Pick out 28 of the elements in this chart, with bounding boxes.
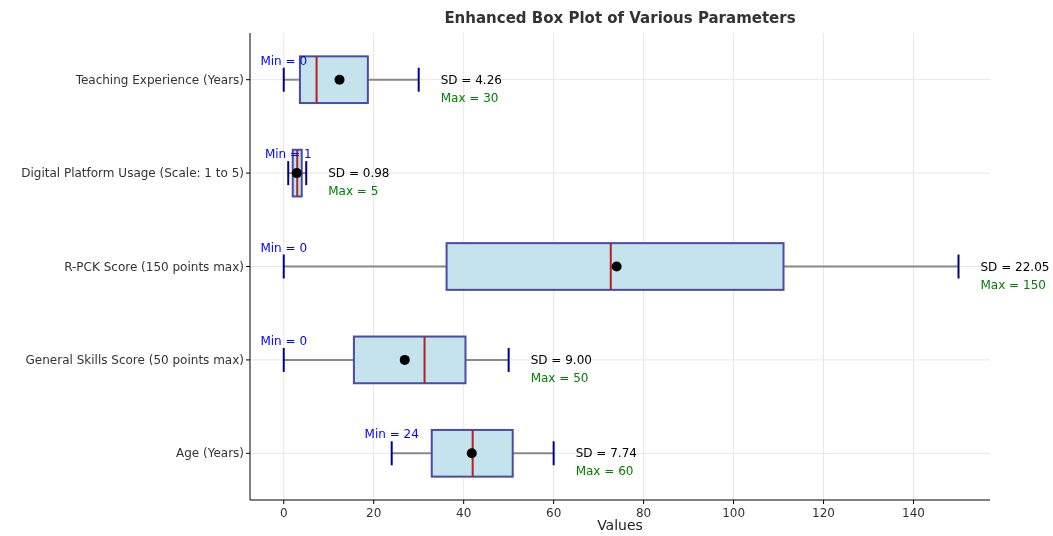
annotation: Min = 0: [260, 240, 308, 255]
x-tick-label: 60: [546, 506, 562, 520]
x-tick-label: 120: [812, 506, 836, 520]
annotation: Max = 50: [530, 370, 589, 385]
annotation: SD = 9.00: [530, 352, 592, 367]
y-tick-label: General Skills Score (50 points max): [25, 352, 244, 367]
x-tick-label: 140: [902, 506, 925, 520]
y-tick-label: R-PCK Score (150 points max): [64, 259, 244, 274]
x-tick-label: 100: [722, 506, 746, 520]
annotation: SD = 7.74: [575, 446, 637, 461]
x-axis-title: Values: [597, 517, 643, 533]
annotation: Max = 60: [575, 464, 634, 479]
x-tick-label: 40: [456, 506, 472, 520]
x-tick-label: 0: [279, 506, 288, 520]
x-tick-label: 20: [366, 506, 382, 520]
annotation: Max = 5: [328, 184, 379, 199]
annotation: SD = 22.05: [980, 259, 1050, 274]
chart-title: Enhanced Box Plot of Various Parameters: [444, 9, 796, 27]
annotation: Max = 30: [440, 90, 499, 105]
annotation: Min = 0: [260, 333, 308, 348]
annotation: SD = 0.98: [328, 166, 390, 181]
annotation: Min = 24: [364, 427, 419, 442]
y-tick-label: Teaching Experience (Years): [74, 72, 244, 87]
y-tick-label: Digital Platform Usage (Scale: 1 to 5): [21, 166, 244, 181]
annotation: SD = 4.26: [440, 72, 502, 87]
y-tick-label: Age (Years): [175, 446, 244, 461]
annotation: Max = 150: [980, 277, 1046, 292]
x-tick-label: 80: [635, 506, 652, 520]
